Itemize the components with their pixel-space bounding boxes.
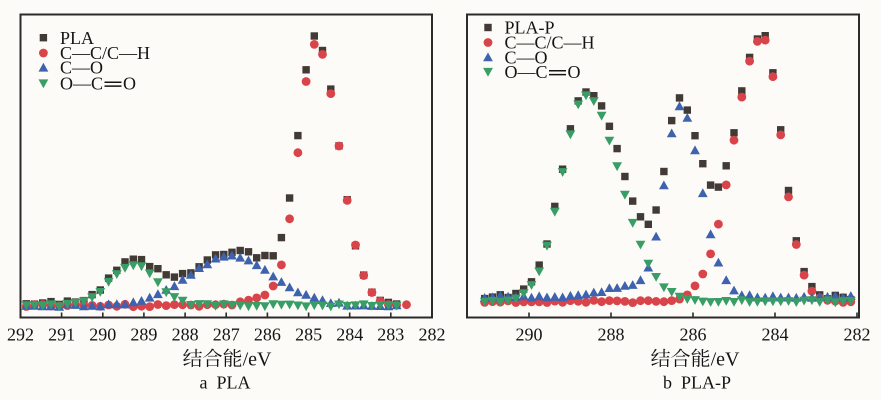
svg-text:O: O xyxy=(123,74,136,94)
svg-text:292: 292 xyxy=(7,325,34,345)
svg-text:290: 290 xyxy=(516,325,543,345)
svg-text:a PLA: a PLA xyxy=(200,373,251,393)
svg-text:PLA: PLA xyxy=(60,28,94,48)
svg-text:286: 286 xyxy=(680,325,707,345)
svg-text:287: 287 xyxy=(213,325,240,345)
svg-text:C—O: C—O xyxy=(505,47,548,67)
svg-text:C—C/C—H: C—C/C—H xyxy=(60,43,150,63)
svg-text:291: 291 xyxy=(48,325,75,345)
svg-text:284: 284 xyxy=(762,325,789,345)
svg-text:288: 288 xyxy=(598,325,625,345)
svg-text:283: 283 xyxy=(377,325,404,345)
svg-text:284: 284 xyxy=(336,325,363,345)
svg-text:/eV: /eV xyxy=(711,349,740,371)
svg-text:288: 288 xyxy=(172,325,199,345)
svg-text:O: O xyxy=(568,62,581,82)
svg-text:289: 289 xyxy=(130,325,157,345)
svg-text:286: 286 xyxy=(254,325,281,345)
svg-text:290: 290 xyxy=(89,325,116,345)
svg-text:282: 282 xyxy=(419,325,446,345)
svg-text:282: 282 xyxy=(844,325,871,345)
svg-text:O—C: O—C xyxy=(505,62,548,82)
svg-text:PLA-P: PLA-P xyxy=(505,18,555,38)
svg-text:/eV: /eV xyxy=(243,349,272,371)
svg-text:O—C: O—C xyxy=(60,74,103,94)
svg-text:C—O: C—O xyxy=(60,58,103,78)
svg-text:C—C/C—H: C—C/C—H xyxy=(505,33,595,53)
svg-text:b PLA-P: b PLA-P xyxy=(663,373,731,393)
svg-text:285: 285 xyxy=(295,325,322,345)
